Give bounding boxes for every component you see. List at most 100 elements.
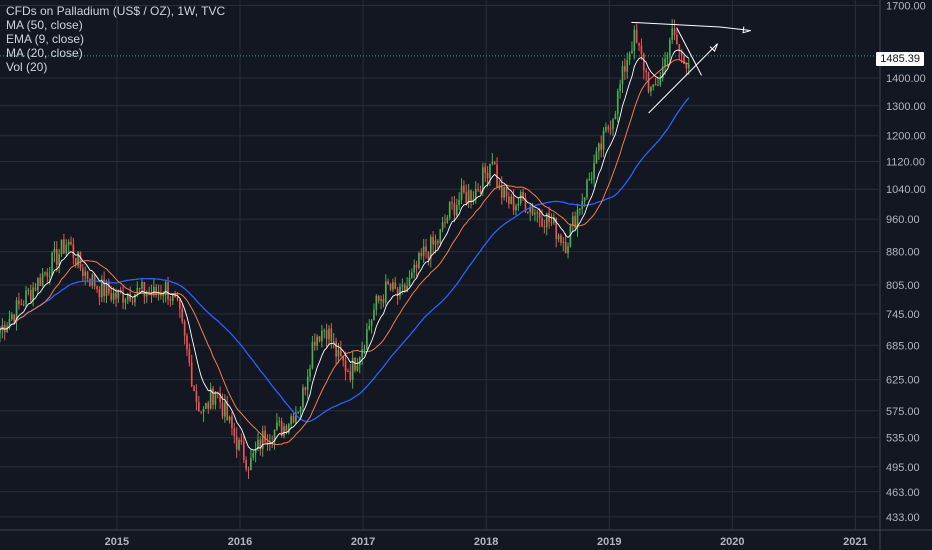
last-price-label: 1485.39 xyxy=(876,52,924,66)
candle-body xyxy=(380,299,382,301)
candle-body xyxy=(134,293,136,303)
candle-body xyxy=(145,294,148,297)
candle-body xyxy=(169,299,172,301)
candle-body xyxy=(15,300,18,322)
candle-body xyxy=(77,252,79,266)
candle-body xyxy=(245,459,247,470)
candle-body xyxy=(491,162,494,164)
candle-body xyxy=(231,416,233,429)
candle-body xyxy=(607,126,610,129)
candle-body xyxy=(18,300,20,304)
candle-body xyxy=(579,208,581,210)
candle-body xyxy=(455,205,458,216)
candle-body xyxy=(325,330,328,340)
candle-body xyxy=(411,272,413,278)
candle-body xyxy=(304,387,307,390)
candle-body xyxy=(557,235,560,240)
candle-body xyxy=(484,167,487,173)
candle-body xyxy=(53,248,56,253)
candle-body xyxy=(82,268,84,277)
candle-body xyxy=(67,242,70,245)
candle-body xyxy=(11,314,13,319)
candle-body xyxy=(595,151,598,164)
candle-body xyxy=(408,277,411,287)
legend-ma50: MA (50, close) xyxy=(6,18,83,32)
candle-body xyxy=(496,164,498,188)
y-tick-label: 1700.00 xyxy=(886,0,926,12)
candle-body xyxy=(186,335,188,350)
candle-body xyxy=(41,273,44,286)
candle-body xyxy=(195,391,198,403)
candle-body xyxy=(278,421,281,423)
candle-body xyxy=(626,60,629,72)
candle-body xyxy=(602,130,605,150)
candle-body xyxy=(571,216,574,226)
y-tick-label: 495.00 xyxy=(886,462,920,474)
x-tick-label: 2016 xyxy=(228,536,252,548)
candle-body xyxy=(429,236,432,259)
candle-body xyxy=(477,188,479,190)
candle-body xyxy=(574,216,576,228)
candle-body xyxy=(197,402,200,412)
candle-body xyxy=(164,282,167,295)
candle-body xyxy=(266,441,269,444)
candle-body xyxy=(422,246,425,256)
candle-body xyxy=(463,185,465,193)
candle-body xyxy=(605,126,607,131)
candle-body xyxy=(349,371,352,380)
candle-body xyxy=(318,336,321,342)
candle-body xyxy=(37,277,39,291)
price-axis: 1700.00 1400.00 1300.00 1200.00 1120.00 1040.… xyxy=(886,0,926,523)
candle-body xyxy=(394,282,397,290)
candle-body xyxy=(311,341,314,369)
candle-body xyxy=(29,290,32,301)
candle-body xyxy=(680,50,683,56)
candle-body xyxy=(392,282,394,290)
candle-body xyxy=(295,412,297,423)
y-tick-label: 575.00 xyxy=(886,406,920,418)
candle-body xyxy=(413,264,416,273)
candle-body xyxy=(108,282,110,294)
candle-body xyxy=(233,428,236,437)
candle-body xyxy=(13,314,16,322)
candle-body xyxy=(337,349,340,357)
candle-body xyxy=(486,172,489,179)
candle-body xyxy=(209,388,212,409)
candle-body xyxy=(48,275,51,277)
candle-body xyxy=(273,429,276,443)
candle-body xyxy=(505,186,508,197)
candle-body xyxy=(583,197,586,202)
candle-body xyxy=(63,239,65,254)
y-tick-label: 745.00 xyxy=(886,309,920,321)
candle-body xyxy=(176,296,179,300)
candle-body xyxy=(399,286,401,296)
candle-body xyxy=(448,202,451,218)
candle-body xyxy=(508,196,510,204)
candle-body xyxy=(434,240,437,245)
candle-body xyxy=(664,58,666,67)
y-tick-label: 960.00 xyxy=(886,214,920,226)
triangle-right-line xyxy=(676,27,702,76)
candle-body xyxy=(474,188,477,200)
candle-body xyxy=(55,248,58,265)
candle-body xyxy=(100,279,103,298)
candle-body xyxy=(382,299,385,303)
candle-body xyxy=(224,402,226,417)
candle-body xyxy=(216,391,219,393)
candle-body xyxy=(609,128,612,130)
candle-body xyxy=(228,416,231,421)
candle-body xyxy=(541,217,543,227)
candle-body xyxy=(640,45,643,54)
candle-body xyxy=(432,236,434,245)
candle-body xyxy=(280,421,283,436)
candle-body xyxy=(631,50,633,54)
legend-ma20: MA (20, close) xyxy=(6,46,83,60)
candle-body xyxy=(183,321,186,336)
ema9-line xyxy=(0,49,690,451)
candle-body xyxy=(34,287,37,291)
candle-body xyxy=(458,200,460,206)
candle-body xyxy=(153,286,155,296)
candle-body xyxy=(446,217,449,223)
